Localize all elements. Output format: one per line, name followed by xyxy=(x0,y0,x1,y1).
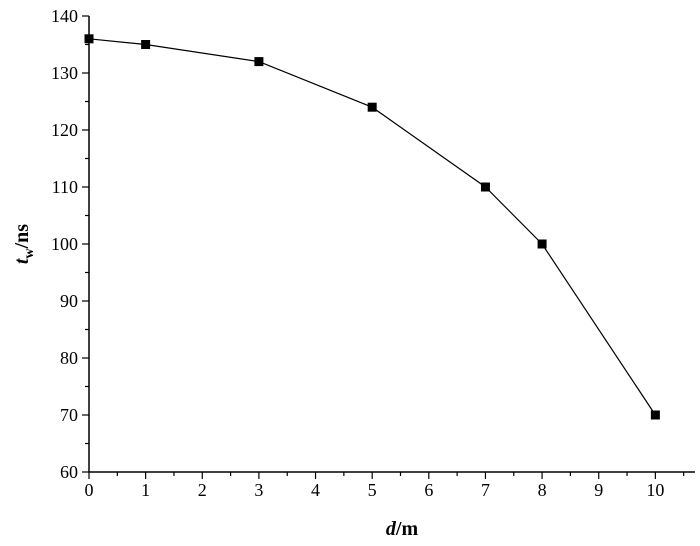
x-tick-label: 8 xyxy=(538,480,547,500)
x-tick-label: 6 xyxy=(424,480,433,500)
y-tick-label: 60 xyxy=(60,462,78,482)
x-axis-title: d/m xyxy=(386,518,419,540)
data-point-marker xyxy=(480,182,490,192)
y-tick-label: 110 xyxy=(52,177,78,197)
data-point-marker xyxy=(650,410,660,420)
data-point-marker xyxy=(254,57,264,67)
data-series xyxy=(84,34,660,420)
y-tick-label: 120 xyxy=(51,120,78,140)
axes xyxy=(88,16,695,473)
y-axis-title: tw/ns xyxy=(11,224,37,264)
tick-labels: 0 1 2 3 4 5 6 7 8 9 10 60 70 80 90 100 110 120 130 140 xyxy=(51,6,664,500)
data-point-marker xyxy=(84,34,94,44)
series-line xyxy=(88,38,656,416)
y-axis-title-variable: t xyxy=(11,257,33,264)
y-tick-label: 130 xyxy=(51,63,78,83)
y-tick-label: 70 xyxy=(60,405,78,425)
data-point-marker xyxy=(537,239,547,249)
x-tick-label: 0 xyxy=(85,480,94,500)
y-tick-label: 100 xyxy=(51,234,78,254)
y-tick-label: 90 xyxy=(60,291,78,311)
y-axis-title-subscript: w xyxy=(22,248,37,259)
x-axis-title-unit: /m xyxy=(395,518,419,540)
x-tick-label: 1 xyxy=(141,480,150,500)
y-tick-label: 80 xyxy=(60,348,78,368)
data-point-marker xyxy=(141,40,151,49)
x-tick-label: 9 xyxy=(594,480,603,500)
y-axis-title-unit: /ns xyxy=(11,224,33,250)
ticks xyxy=(82,15,685,479)
data-point-marker xyxy=(367,102,377,112)
x-tick-label: 7 xyxy=(481,480,490,500)
x-tick-label: 2 xyxy=(198,480,207,500)
y-axis-title-group: tw/ns xyxy=(11,224,37,264)
x-axis-title-variable: d xyxy=(386,518,397,540)
x-tick-label: 4 xyxy=(311,480,320,500)
x-tick-label: 5 xyxy=(368,480,377,500)
x-tick-label: 10 xyxy=(646,480,664,500)
x-tick-label: 3 xyxy=(254,480,263,500)
y-tick-label: 140 xyxy=(51,6,78,26)
